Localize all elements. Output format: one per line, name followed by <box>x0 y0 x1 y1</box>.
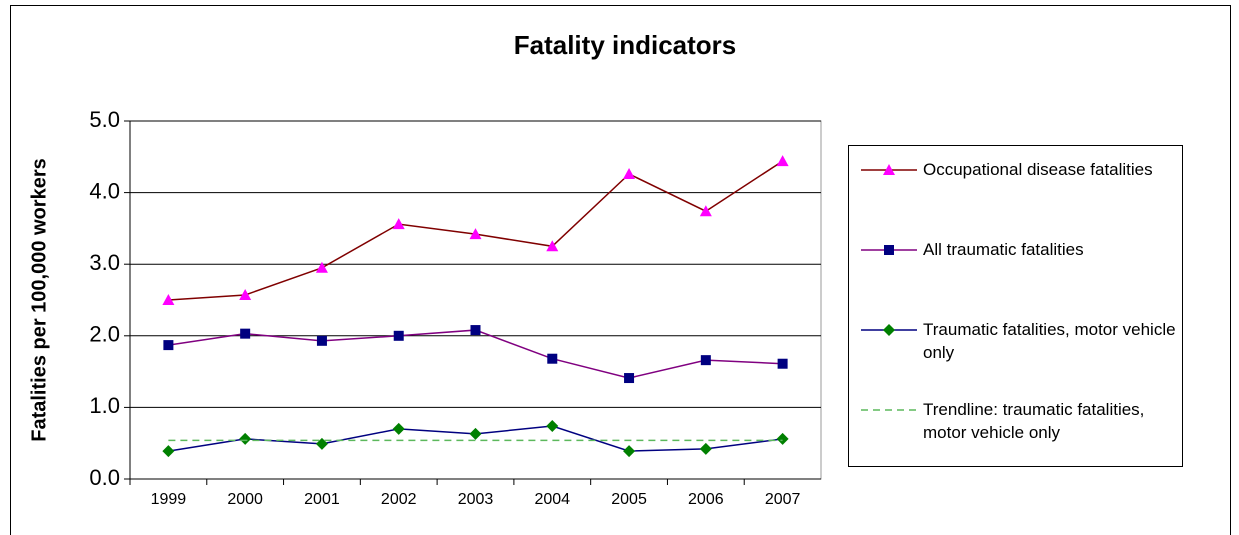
legend-icon <box>861 245 917 255</box>
marker <box>623 445 636 458</box>
marker <box>546 240 559 252</box>
legend-label: Occupational disease fatalities <box>923 160 1153 179</box>
legend-label: Trendline: traumatic fatalities, motor v… <box>923 400 1145 442</box>
legend-label: All traumatic fatalities <box>923 240 1084 259</box>
marker <box>162 445 175 458</box>
legend-item: Occupational disease fatalities <box>859 158 1181 181</box>
marker <box>316 335 327 346</box>
y-axis-label: Fatalities per 100,000 workers <box>28 158 50 442</box>
y-tick-label: 2.0 <box>89 322 120 347</box>
y-tick-label: 3.0 <box>89 250 120 275</box>
x-tick-label: 2004 <box>534 491 570 508</box>
legend-item: All traumatic fatalities <box>859 238 1181 261</box>
y-tick-label: 5.0 <box>89 107 120 132</box>
legend-icon <box>861 324 917 336</box>
marker <box>883 324 895 336</box>
x-tick-label: 2005 <box>611 491 647 508</box>
marker <box>239 432 252 445</box>
legend-icon <box>861 164 917 175</box>
marker <box>470 325 481 336</box>
x-tick-label: 2000 <box>227 491 263 508</box>
x-tick-label: 2006 <box>688 491 724 508</box>
x-tick-label: 2001 <box>304 491 340 508</box>
marker <box>699 205 712 217</box>
marker <box>777 358 788 369</box>
x-tick-label: 2002 <box>381 491 417 508</box>
legend: Occupational disease fatalities All traum… <box>848 145 1183 467</box>
y-tick-label: 0.0 <box>89 465 120 490</box>
y-tick-label: 1.0 <box>89 393 120 418</box>
marker <box>623 167 636 179</box>
marker <box>162 294 175 305</box>
chart-frame <box>10 5 1231 535</box>
plot-area <box>129 120 822 480</box>
marker <box>776 432 789 445</box>
x-tick-label: 2003 <box>458 491 494 508</box>
marker <box>624 373 635 384</box>
marker <box>699 442 712 455</box>
marker <box>315 261 328 273</box>
marker <box>700 355 711 366</box>
marker <box>239 288 252 300</box>
legend-icon <box>861 409 917 411</box>
marker <box>392 422 405 435</box>
legend-item: Trendline: traumatic fatalities, motor v… <box>859 398 1181 444</box>
marker <box>240 328 251 339</box>
marker <box>163 340 174 351</box>
legend-label: Traumatic fatalities, motor vehicle only <box>923 320 1176 362</box>
marker <box>547 353 558 364</box>
x-tick-label: 2007 <box>765 491 801 508</box>
x-tick-label: 1999 <box>151 491 187 508</box>
marker <box>884 245 894 255</box>
marker <box>393 330 404 341</box>
marker <box>883 164 895 175</box>
marker <box>392 218 405 230</box>
marker <box>469 427 482 440</box>
marker <box>546 420 559 433</box>
legend-item: Traumatic fatalities, motor vehicle only <box>859 318 1181 364</box>
chart-title: Fatality indicators <box>514 30 737 60</box>
marker <box>469 228 482 240</box>
marker <box>776 155 789 167</box>
y-tick-label: 4.0 <box>89 178 120 203</box>
